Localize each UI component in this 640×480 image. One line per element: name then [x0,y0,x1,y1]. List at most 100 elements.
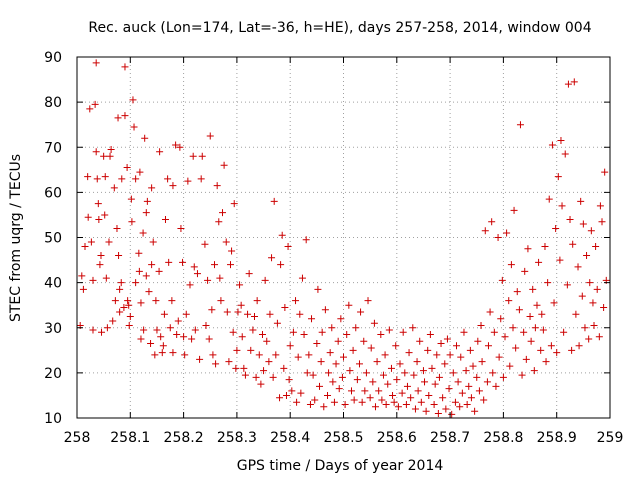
data-point [338,373,346,381]
data-point [227,261,235,269]
data-point [480,396,488,404]
data-point [498,276,506,284]
data-point [478,358,486,366]
data-point [135,249,143,257]
data-point [570,78,578,86]
data-point [329,378,337,386]
data-point [220,161,228,169]
data-point [448,410,456,418]
data-point [193,270,201,278]
data-point [284,243,292,251]
data-point [473,373,481,381]
data-point [117,279,125,287]
data-point [253,297,261,305]
data-point [590,321,598,329]
data-point [201,240,209,248]
data-point [249,326,257,334]
data-point [209,351,217,359]
data-point [434,409,442,417]
data-point [409,324,417,332]
data-point [317,358,325,366]
data-point [89,276,97,284]
data-point [314,285,322,293]
data-point [308,315,316,323]
data-point [169,349,177,357]
y-axis-label: STEC from uqrg / TECUs [8,154,24,322]
data-point [86,105,94,113]
data-point [475,387,483,395]
data-point [266,310,274,318]
data-point [477,321,485,329]
data-point [125,321,133,329]
data-point [520,328,528,336]
data-point [180,333,188,341]
data-point [433,351,441,359]
data-point [281,303,289,311]
data-point [93,175,101,183]
data-point [152,297,160,305]
data-point [343,331,351,339]
data-point [97,252,105,260]
x-tick-label: 258.8 [483,430,523,446]
data-point [346,367,354,375]
data-point [522,355,530,363]
data-point [234,308,242,316]
y-tick-label: 80 [44,95,62,111]
data-point [340,353,347,361]
data-point [260,367,268,375]
data-point [428,364,436,372]
data-point [215,218,223,226]
data-point [367,344,375,352]
data-point [177,224,185,232]
data-point [545,195,553,203]
data-point [422,407,430,415]
data-point [596,202,604,210]
x-tick-label: 258.3 [217,430,257,446]
data-point [357,308,365,316]
data-point [471,407,479,415]
data-point [446,351,454,359]
data-point [509,324,517,332]
data-point [385,326,393,334]
data-point [100,152,108,160]
data-point [173,331,181,339]
data-point [294,353,302,361]
data-point [512,344,520,352]
data-point [483,378,491,386]
data-point [462,367,470,375]
data-point [414,387,422,395]
data-point [113,224,121,232]
data-point [497,315,505,323]
data-point [92,148,100,156]
data-point [510,206,518,214]
data-point [145,288,153,296]
data-point [569,240,577,248]
data-point [137,335,145,343]
data-point [205,335,213,343]
data-point [399,328,407,336]
data-point [362,369,370,377]
data-point [572,310,580,318]
data-point [296,310,304,318]
data-point [142,209,150,217]
data-point [541,243,549,251]
data-point [501,333,509,341]
data-point [425,391,433,399]
data-point [390,398,398,406]
data-point [403,382,411,390]
data-point [311,396,319,404]
data-point [361,387,369,395]
data-point [499,373,507,381]
data-point [217,297,225,305]
data-point [600,303,608,311]
data-point [518,371,526,379]
data-point [489,369,497,377]
data-point [126,312,134,320]
data-point [484,342,492,350]
data-point [426,331,434,339]
data-point [241,371,249,379]
data-point [211,261,219,269]
data-point [191,326,199,334]
data-point [457,353,465,361]
data-point [78,272,86,280]
